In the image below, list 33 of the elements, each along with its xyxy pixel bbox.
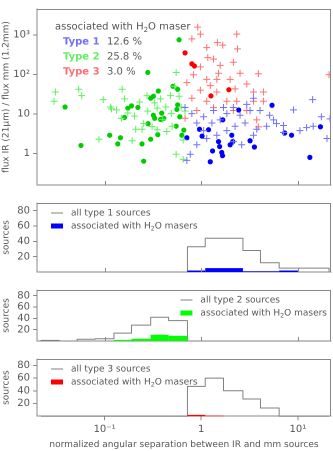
y-tick-label: 80 <box>17 205 30 216</box>
annotation: 25.8 % <box>107 52 142 63</box>
legend-label: all type 1 sources <box>71 208 151 218</box>
y-tick-label: 10 <box>17 108 30 120</box>
y-axis-title: sources <box>2 370 12 405</box>
annotation: 12.6 % <box>107 36 142 48</box>
legend-label: all type 2 sources <box>200 295 280 306</box>
y-tick-label: 80 <box>17 360 30 371</box>
y-tick-label: 60 <box>17 302 30 313</box>
y-tick-label: 20 <box>17 324 30 336</box>
y-tick-label: 60 <box>17 372 30 384</box>
y-tick-label: 40 <box>17 385 30 396</box>
y-axis-title: sources <box>2 220 12 255</box>
y-tick-label: 40 <box>17 236 30 247</box>
text: Type 1 <box>63 36 100 48</box>
y-axis-title: sources <box>2 298 12 333</box>
y-axis-title: flux IR (21μm) / flux mm (1.2mm) <box>2 21 12 173</box>
x-axis-title: normalized angular separation between IR and mm sources <box>49 440 319 450</box>
y-tick-label: 1 <box>24 148 30 160</box>
x-tick-label: 10⁻¹ <box>94 424 116 435</box>
y-tick-label: 20 <box>17 398 30 410</box>
annotation: 3.0 % <box>107 66 136 78</box>
y-tick-label: 10³ <box>13 29 30 40</box>
x-tick-label: 1 <box>198 424 204 435</box>
text: Type 2 <box>63 52 100 63</box>
y-tick-label: 10² <box>13 68 30 80</box>
x-tick-label: 10¹ <box>290 424 306 435</box>
y-tick-label: 20 <box>17 251 30 262</box>
text: Type 3 <box>63 66 100 78</box>
y-tick-label: 60 <box>17 220 30 232</box>
y-tick-label: 80 <box>17 290 30 302</box>
y-tick-label: 40 <box>17 312 30 324</box>
legend-label: all type 3 sources <box>71 364 151 374</box>
